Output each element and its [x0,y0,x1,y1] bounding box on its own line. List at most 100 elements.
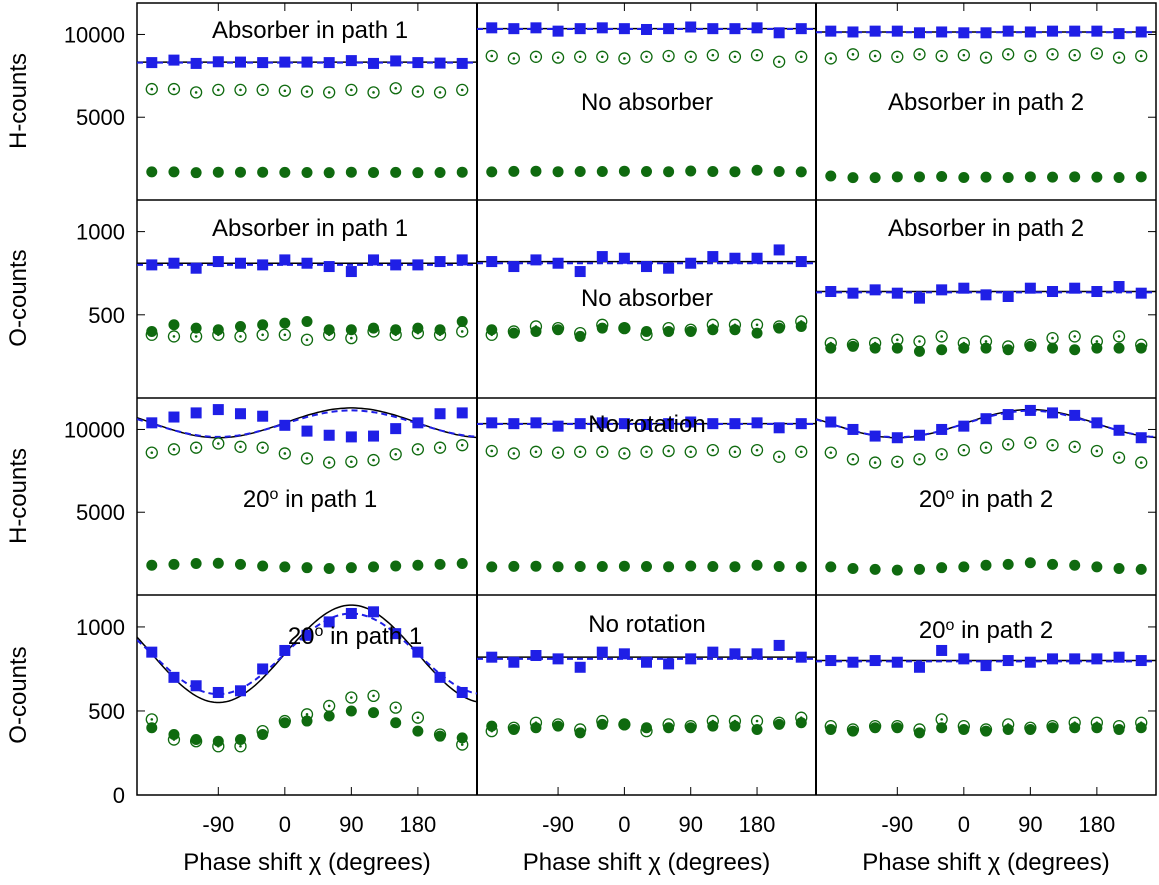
data-point-filled-circle [456,558,468,570]
data-point-open-circle [846,48,860,61]
data-point-square [574,23,586,35]
data-point-square [486,651,498,663]
data-point-square [530,417,542,429]
data-point-open-circle [795,50,808,63]
data-point-open-circle [795,445,808,458]
data-point-square [1047,653,1059,665]
data-point-filled-circle [1047,171,1059,183]
open-circle-dot [851,53,855,56]
data-point-square [913,429,925,441]
data-point-square [279,644,291,656]
open-circle-dot [1051,53,1054,56]
data-point-square [751,22,763,34]
panel-frames [136,2,1157,796]
data-point-filled-circle [685,325,697,337]
data-point-square [257,663,269,675]
data-point-square [190,407,202,419]
data-point-filled-circle [212,324,224,336]
panel-annotation: 20o in path 2 [919,486,1053,514]
data-point-square [190,262,202,274]
data-point-open-circle [456,325,469,338]
data-point-open-circle [935,330,948,343]
data-point-square [825,655,837,667]
data-point-filled-circle [795,561,807,573]
data-point-square [146,57,158,69]
data-point-filled-circle [936,722,948,734]
data-point-filled-circle [190,558,202,570]
data-point-open-circle [323,456,336,469]
data-point-open-circle [278,84,291,97]
open-circle-dot [689,55,693,59]
open-circle-dot [1117,56,1121,59]
data-point-open-circle [773,450,786,463]
data-points [145,21,1148,753]
open-circle-dot [645,450,648,454]
open-circle-dot [896,460,899,464]
data-point-open-circle [551,446,565,459]
data-point-filled-circle [486,720,498,732]
annotation-rest: in path 2 [954,617,1053,644]
x-tick-label: -90 [542,812,574,837]
data-point-open-circle [1046,48,1059,61]
open-circle-dot [438,91,442,94]
data-point-square [1024,656,1036,668]
data-point-open-circle [345,455,358,468]
data-point-square [891,656,903,668]
open-circle-dot [940,335,943,338]
open-circle-dot [777,60,781,64]
data-point-square [323,616,335,628]
data-point-square [1047,25,1059,37]
data-point-open-circle [662,444,675,458]
data-point-open-circle [411,443,425,456]
data-point-open-circle [913,48,926,61]
data-point-open-circle [868,49,882,63]
data-point-square [847,423,859,435]
data-point-square [958,282,970,294]
data-point-filled-circle [1135,342,1147,354]
data-point-filled-circle [368,167,380,179]
data-point-filled-circle [869,342,881,354]
data-point-open-circle [389,82,402,95]
data-point-square [596,417,608,429]
annotation-rest: in path 1 [278,486,377,513]
data-point-square [1002,409,1014,421]
data-point-filled-circle [795,166,807,178]
data-point-filled-circle [412,559,424,571]
data-point-filled-circle [434,167,446,179]
data-point-filled-circle [980,342,992,354]
data-point-square [434,256,446,268]
data-point-square [847,26,859,38]
data-point-open-circle [1135,456,1148,469]
data-point-open-circle [167,330,181,343]
data-point-filled-circle [234,558,246,570]
open-circle-dot [918,457,921,461]
data-point-square [1047,407,1059,419]
data-point-square [773,422,785,434]
data-point-square [1091,286,1103,298]
panel-annotation: No rotation [588,611,705,638]
data-point-square [279,419,291,431]
data-point-open-circle [189,441,203,454]
open-circle-dot [940,718,943,721]
data-point-filled-circle [825,561,837,573]
data-point-filled-circle [980,171,992,183]
data-point-square [390,628,402,640]
tick-and-axis-labels: 500010000H-counts5001000O-counts50001000… [5,22,1115,876]
y-axis-label: O-counts [5,249,32,346]
data-point-square [707,646,719,658]
open-circle-dot [711,53,715,57]
data-point-open-circle [300,85,314,98]
open-circle-dot [578,55,582,59]
data-point-open-circle [935,49,948,63]
data-point-filled-circle [773,322,785,334]
data-point-square [234,56,246,68]
open-circle-dot [350,336,353,340]
data-point-open-circle [684,445,697,458]
data-point-square [552,420,564,432]
data-point-square [847,656,859,668]
data-point-square [1047,286,1059,298]
annotation-rest: in path 2 [954,486,1053,513]
data-point-square [323,261,335,273]
data-point-filled-circle [456,732,468,744]
data-point-filled-circle [958,342,970,354]
